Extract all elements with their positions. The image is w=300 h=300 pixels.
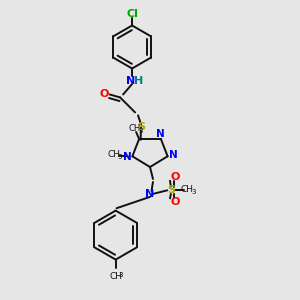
Text: S: S — [167, 185, 175, 195]
Text: O: O — [170, 172, 179, 182]
Text: CH: CH — [107, 150, 120, 159]
Text: 3: 3 — [119, 272, 123, 278]
Text: O: O — [100, 89, 109, 100]
Text: Cl: Cl — [126, 9, 138, 19]
Text: CH: CH — [181, 184, 194, 194]
Text: N: N — [123, 152, 131, 162]
Text: S: S — [137, 122, 145, 132]
Text: 3: 3 — [138, 128, 142, 134]
Text: N: N — [146, 189, 154, 199]
Text: N: N — [126, 76, 135, 86]
Text: 3: 3 — [191, 189, 196, 195]
Text: N: N — [169, 150, 177, 160]
Text: H: H — [134, 76, 143, 86]
Text: 3: 3 — [118, 154, 122, 160]
Text: N: N — [156, 129, 164, 139]
Text: CH: CH — [109, 272, 122, 281]
Text: O: O — [170, 197, 179, 207]
Text: CH: CH — [128, 124, 141, 133]
